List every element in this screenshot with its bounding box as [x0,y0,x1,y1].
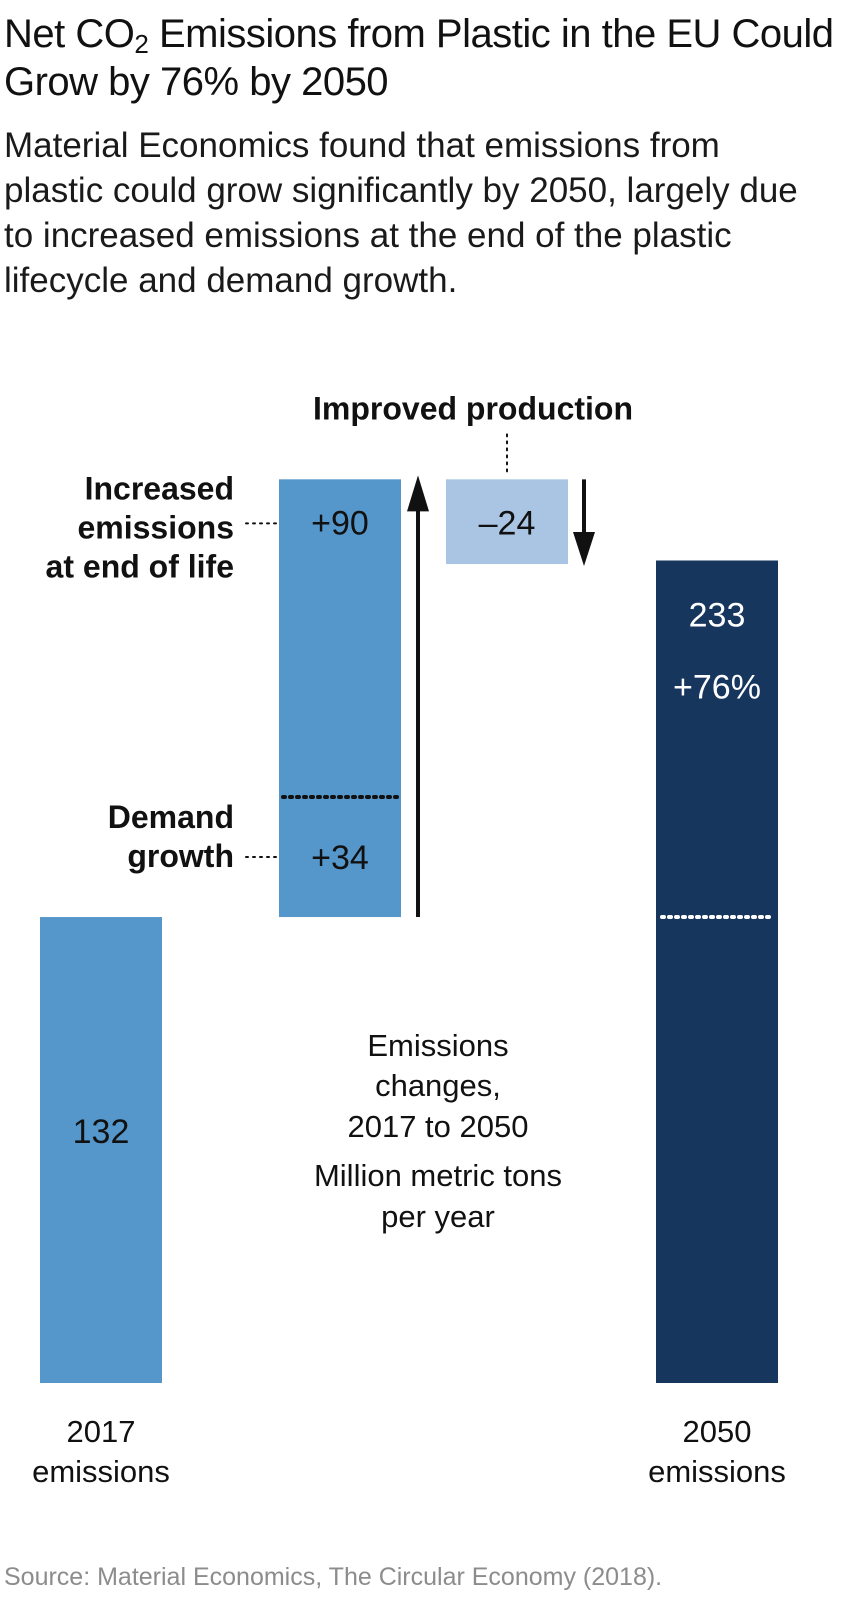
label-demand-line1: Demand [108,799,234,835]
bar-2050-change: +76% [673,669,761,707]
bar-improved-production [446,479,568,565]
xlabel-2017-emissions: emissions [32,1454,170,1489]
label-demand-line2: growth [127,838,234,874]
title-prefix: Net CO [4,12,135,56]
bar-improved-production-value: –24 [479,504,536,542]
bar-demand-value: +34 [311,839,369,877]
bar-2050-value: 233 [689,597,746,635]
label-end-of-life-line2: emissions [77,509,234,545]
chart-subtitle: Material Economics found that emissions … [4,126,798,300]
center-label-line2: changes, [375,1068,501,1103]
center-label-line1: Emissions [367,1028,508,1063]
chart-title: Net CO2 Emissions from Plastic in the EU… [4,10,844,106]
bar-end-of-life-value: +90 [311,504,369,542]
unit-label-line2: per year [381,1199,495,1234]
title-subscript: 2 [134,29,149,59]
arrow-up-head [407,475,429,512]
bar-2017 [40,917,162,1383]
arrow-down-head [573,532,595,567]
source-note: Source: Material Economics, The Circular… [4,1563,663,1591]
bar-end-of-life [279,479,401,798]
title-suffix: Emissions from Plastic in the EU Could G… [4,12,834,104]
bar-demand-growth [279,797,401,918]
label-improved-production: Improved production [313,390,633,426]
center-label-line3: 2017 to 2050 [347,1109,528,1144]
label-end-of-life-line1: Increased [85,470,234,506]
bar-2050 [656,560,778,1383]
xlabel-2050-year: 2050 [683,1414,752,1449]
unit-label-line1: Million metric tons [314,1158,562,1193]
xlabel-2050-emissions: emissions [648,1454,786,1489]
bar-2017-value: 132 [73,1113,130,1151]
xlabel-2017-year: 2017 [67,1414,136,1449]
label-end-of-life-line3: at end of life [46,548,234,584]
